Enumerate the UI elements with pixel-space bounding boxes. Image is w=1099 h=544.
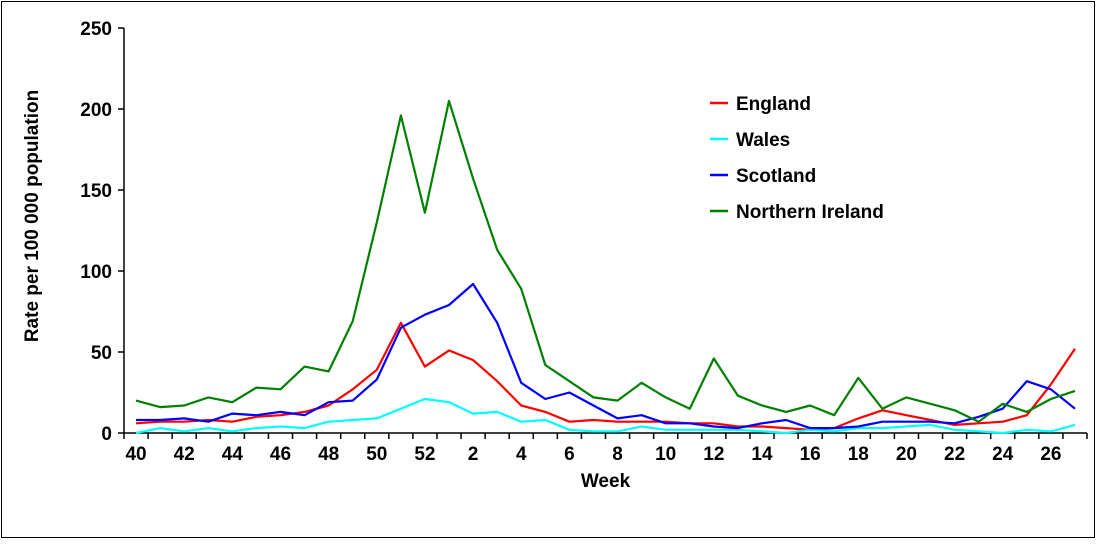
x-axis: 40 42 44 46 48 50 52 2 4 6 8 10 12 14 16 18 20 22 24 26	[123, 432, 1088, 465]
x-tick-label: 52	[414, 444, 435, 465]
x-tick-label: 40	[125, 444, 146, 465]
series-lines	[135, 99, 1076, 435]
legend: England Wales Scotland Northern Ireland	[710, 94, 884, 223]
y-tick-label: 100	[80, 262, 112, 283]
x-tick-label: 12	[703, 444, 724, 465]
y-axis: 0 50 100 150 200 250	[80, 19, 125, 445]
legend-label-northern-ireland: Northern Ireland	[736, 202, 884, 223]
series-line-england	[135, 321, 1076, 431]
x-tick-label: 44	[222, 444, 244, 465]
x-axis-label: Week	[581, 471, 631, 492]
series-line-northern-ireland	[135, 99, 1076, 423]
legend-label-england: England	[736, 94, 811, 115]
x-tick-label: 4	[516, 444, 527, 465]
x-tick-label: 26	[1040, 444, 1061, 465]
series-line-wales	[135, 397, 1076, 435]
x-tick-label: 10	[655, 444, 676, 465]
y-tick-label: 50	[91, 343, 112, 364]
y-tick-label: 0	[101, 424, 112, 445]
x-tick-label: 48	[318, 444, 339, 465]
y-tick-label: 200	[80, 100, 112, 121]
x-tick-label: 16	[800, 444, 821, 465]
x-tick-label: 24	[992, 444, 1014, 465]
y-tick-label: 250	[80, 19, 112, 40]
x-tick-label: 50	[366, 444, 387, 465]
x-tick-label: 42	[174, 444, 195, 465]
legend-label-wales: Wales	[736, 130, 790, 151]
series-line-scotland	[136, 282, 1076, 430]
x-tick-label: 46	[270, 444, 291, 465]
x-tick-label: 2	[468, 444, 479, 465]
x-tick-label: 8	[612, 444, 623, 465]
x-tick-label: 14	[751, 444, 773, 465]
y-tick-label: 150	[80, 181, 112, 202]
x-tick-label: 18	[848, 444, 869, 465]
x-tick-label: 22	[944, 444, 965, 465]
x-tick-label: 20	[896, 444, 917, 465]
legend-label-scotland: Scotland	[736, 166, 816, 187]
y-axis-label: Rate per 100 000 population	[22, 90, 43, 342]
x-tick-label: 6	[564, 444, 575, 465]
